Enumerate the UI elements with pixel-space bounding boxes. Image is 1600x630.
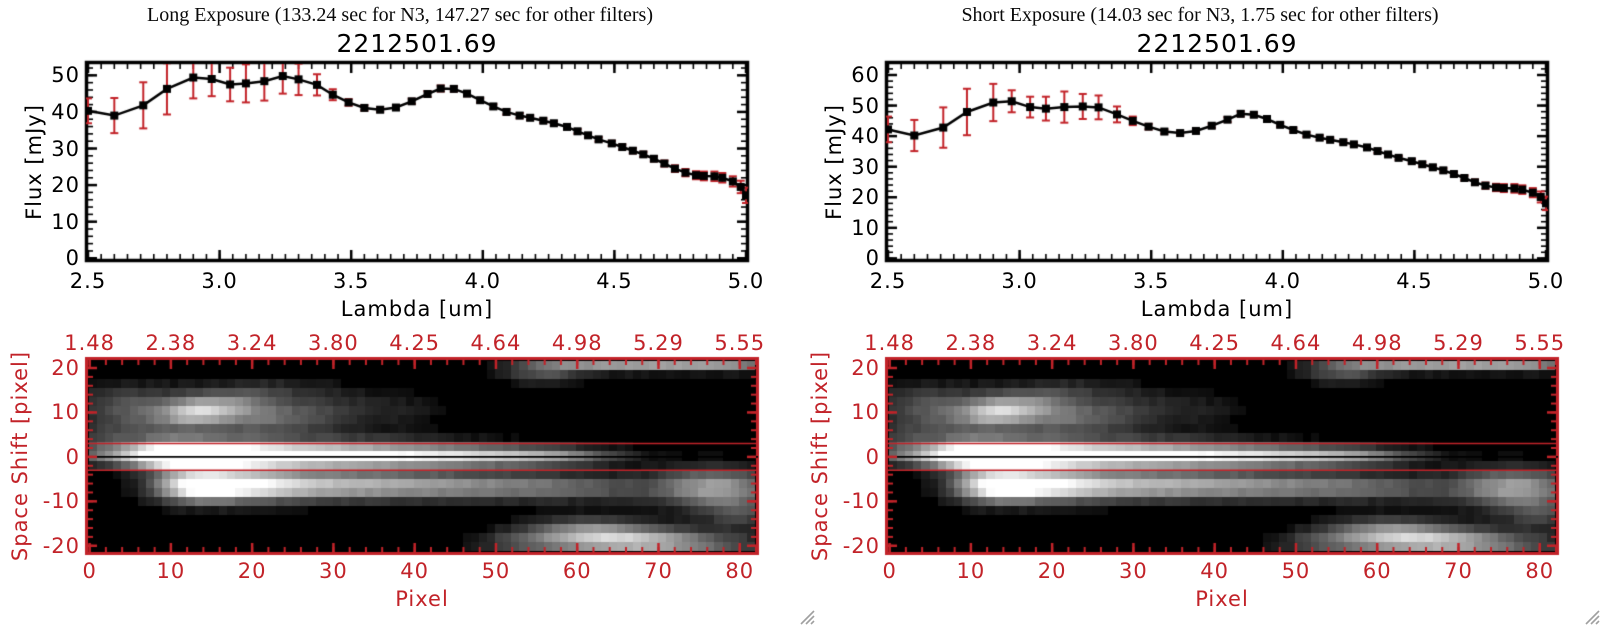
image-x-tick-label: 10 [956,559,986,583]
slit-image-area [88,360,756,552]
spectrum-y-tick-label: 20 [851,185,880,210]
image-x-tick-label: 50 [1281,559,1311,583]
slit-image-area [888,360,1556,552]
spectrum-y-axis-title: Flux [mJy] [22,103,46,220]
image-top-axis-label: 1.48 [64,331,116,355]
image-top-axis-label: 4.98 [1351,331,1403,355]
spectrum-x-tick-label: 4.5 [1396,269,1433,293]
image-top-axis-label: 1.48 [864,331,916,355]
spectrum-x-tick-label: 3.5 [332,269,370,293]
image-top-axis-label: 5.55 [714,331,766,355]
image-y-axis-title: Space Shift [pixel] [8,350,32,562]
image-x-tick-label: 40 [1200,559,1230,583]
image-x-tick-label: 10 [156,559,186,583]
spectrum-y-tick-label: 20 [51,173,80,198]
spectrum-x-tick-label: 2.5 [69,269,107,293]
image-x-tick-label: 40 [400,559,430,583]
plots-canvas [800,0,1600,630]
spectrum-x-tick-label: 2.5 [869,269,907,293]
image-y-tick-label: 10 [851,400,880,425]
image-y-tick-label: 20 [851,356,880,380]
window-resize-grip[interactable] [798,608,816,626]
spectrum-y-tick-label: 40 [851,124,880,149]
spectrum-x-tick-label: 3.0 [1001,269,1038,293]
image-top-axis-label: 3.80 [1108,331,1159,355]
image-x-tick-label: 60 [562,559,592,583]
resize-grip-icon [1585,610,1600,625]
window-resize-grip[interactable] [1583,608,1600,626]
window-short-exposure: Short Exposure (14.03 sec for N3, 1.75 s… [800,0,1600,630]
spectrum-x-tick-label: 4.5 [596,269,633,293]
spectrum-x-tick-label: 5.0 [727,269,765,293]
image-top-axis-label: 5.55 [1514,331,1566,355]
spectrum-y-tick-label: 10 [51,209,80,234]
image-x-axis-title: Pixel [395,587,449,611]
image-x-tick-label: 70 [644,559,673,583]
spectrum-x-tick-label: 3.5 [1132,269,1170,293]
image-y-tick-label: -10 [42,489,80,514]
spectrum-y-tick-label: 30 [851,154,880,179]
spectrum-y-tick-label: 60 [851,63,880,87]
image-x-tick-label: 20 [1037,559,1067,583]
image-top-axis-label: 3.80 [308,331,359,355]
image-x-tick-label: 30 [1119,559,1148,583]
image-top-axis-label: 4.25 [1189,331,1241,355]
spectrum-plot-area [888,64,1546,259]
image-x-tick-label: 70 [1444,559,1473,583]
image-y-tick-label: -10 [842,489,880,514]
spectrum-y-tick-label: 0 [865,246,880,271]
spectrum-y-tick-label: 30 [51,136,80,161]
spectrum-x-tick-label: 4.0 [464,269,501,293]
spectrum-plot-area [88,64,746,259]
spectrum-y-tick-label: 50 [51,63,80,88]
image-x-tick-label: 80 [1525,559,1555,583]
image-top-axis-label: 4.64 [1270,331,1322,355]
spectrum-x-tick-label: 3.0 [201,269,238,293]
image-top-axis-label: 2.38 [945,331,997,355]
image-top-axis-label: 2.38 [145,331,197,355]
plots-canvas [0,0,800,630]
image-x-axis-title: Pixel [1195,587,1249,611]
image-y-axis-title: Space Shift [pixel] [808,350,832,562]
image-top-axis-label: 5.29 [633,331,684,355]
image-x-tick-label: 80 [725,559,755,583]
image-y-tick-label: 20 [51,356,80,380]
spectrum-x-tick-label: 4.0 [1264,269,1301,293]
image-x-tick-label: 20 [237,559,267,583]
image-top-axis-label: 4.25 [389,331,441,355]
image-x-tick-label: 0 [82,559,97,583]
spectrum-y-tick-label: 50 [851,93,880,118]
image-top-axis-label: 4.64 [470,331,522,355]
spectrum-y-tick-label: 0 [65,246,80,271]
image-y-tick-label: -20 [842,533,880,558]
spectrum-x-axis-title: Lambda [um] [1140,297,1294,321]
image-x-tick-label: 0 [882,559,897,583]
image-top-axis-label: 4.98 [551,331,603,355]
spectrum-y-tick-label: 40 [51,99,80,124]
spectrum-x-tick-label: 5.0 [1527,269,1565,293]
image-x-tick-label: 50 [481,559,511,583]
image-y-tick-label: 0 [865,444,880,469]
resize-grip-icon [800,610,815,625]
spectrum-y-tick-label: 10 [851,215,880,240]
image-y-tick-label: 10 [51,400,80,425]
image-x-tick-label: 30 [319,559,348,583]
image-y-tick-label: 0 [65,444,80,469]
window-long-exposure: Long Exposure (133.24 sec for N3, 147.27… [0,0,800,630]
image-y-tick-label: -20 [42,533,80,558]
image-top-axis-label: 3.24 [1026,331,1078,355]
image-x-tick-label: 60 [1362,559,1392,583]
spectrum-y-axis-title: Flux [mJy] [822,103,846,220]
image-top-axis-label: 5.29 [1433,331,1484,355]
image-top-axis-label: 3.24 [226,331,278,355]
spectrum-x-axis-title: Lambda [um] [340,297,494,321]
